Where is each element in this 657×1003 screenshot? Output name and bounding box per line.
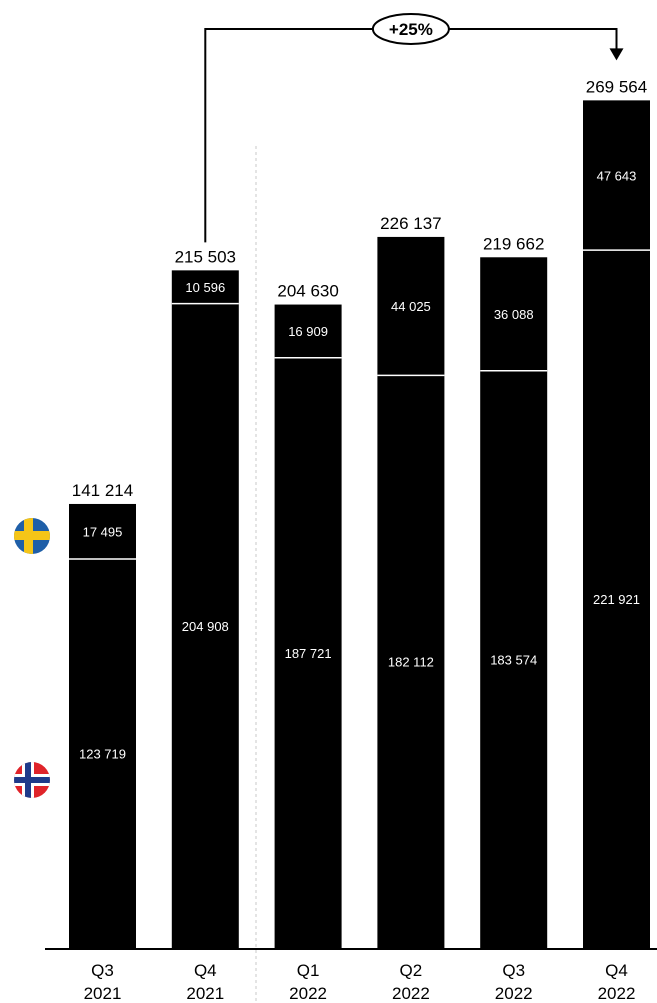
segment-value-label: 36 088 xyxy=(494,307,534,322)
bar-segment-sweden-0 xyxy=(69,503,136,559)
segment-value-label: 16 909 xyxy=(288,324,328,339)
norway-flag-icon xyxy=(14,762,50,798)
arrow-down-icon xyxy=(609,48,624,61)
total-value-label: 226 137 xyxy=(380,214,441,233)
category-quarter-label: Q4 xyxy=(605,961,628,980)
bar-segment-sweden-1 xyxy=(171,270,239,304)
total-value-label: 215 503 xyxy=(175,247,236,266)
growth-badge xyxy=(371,13,450,45)
bars-group xyxy=(69,100,650,949)
category-quarter-label: Q3 xyxy=(91,961,114,980)
category-quarter-label: Q2 xyxy=(400,961,423,980)
category-year-label: 2022 xyxy=(495,984,533,1003)
bar-segment-sweden-3 xyxy=(377,236,445,376)
bar-segment-norway-2 xyxy=(274,357,342,948)
bar-segment-norway-4 xyxy=(480,370,548,949)
total-value-label: 269 564 xyxy=(586,77,647,96)
labels-group: 123 719 17 495 141 214 Q3 2021 204 908 10 596 2… xyxy=(72,77,647,1003)
total-value-label: 204 630 xyxy=(277,282,338,301)
segment-value-label: 44 025 xyxy=(391,299,431,314)
bar-segment-sweden-5 xyxy=(583,100,650,251)
bar-segment-sweden-4 xyxy=(480,257,548,371)
total-value-label: 219 662 xyxy=(483,234,544,253)
growth-percent-label: +25% xyxy=(389,20,433,39)
growth-annotation: +25% xyxy=(204,13,624,243)
segment-value-label: 10 596 xyxy=(185,280,225,295)
category-year-label: 2022 xyxy=(289,984,327,1003)
category-year-label: 2022 xyxy=(598,984,636,1003)
segment-value-label: 221 921 xyxy=(593,592,640,607)
segment-value-label: 182 112 xyxy=(388,655,434,670)
segment-value-label: 204 908 xyxy=(182,619,229,634)
sweden-flag-icon xyxy=(14,518,50,554)
growth-connector-line xyxy=(204,28,618,243)
segment-value-label: 47 643 xyxy=(597,168,637,183)
bar-segment-norway-1 xyxy=(171,303,239,948)
category-year-label: 2021 xyxy=(186,984,224,1003)
bar-segment-norway-0 xyxy=(69,558,136,948)
segment-value-label: 187 721 xyxy=(285,646,332,661)
category-quarter-label: Q3 xyxy=(502,961,525,980)
category-year-label: 2021 xyxy=(84,984,122,1003)
segment-value-label: 17 495 xyxy=(83,524,123,539)
segment-value-label: 123 719 xyxy=(79,746,126,761)
total-value-label: 141 214 xyxy=(72,481,133,500)
category-year-label: 2022 xyxy=(392,984,430,1003)
bar-segment-norway-3 xyxy=(377,375,445,948)
bar-segment-norway-5 xyxy=(583,250,650,948)
bar-segment-sweden-2 xyxy=(274,304,342,358)
category-quarter-label: Q4 xyxy=(194,961,217,980)
category-quarter-label: Q1 xyxy=(297,961,320,980)
segment-value-label: 183 574 xyxy=(490,652,537,667)
